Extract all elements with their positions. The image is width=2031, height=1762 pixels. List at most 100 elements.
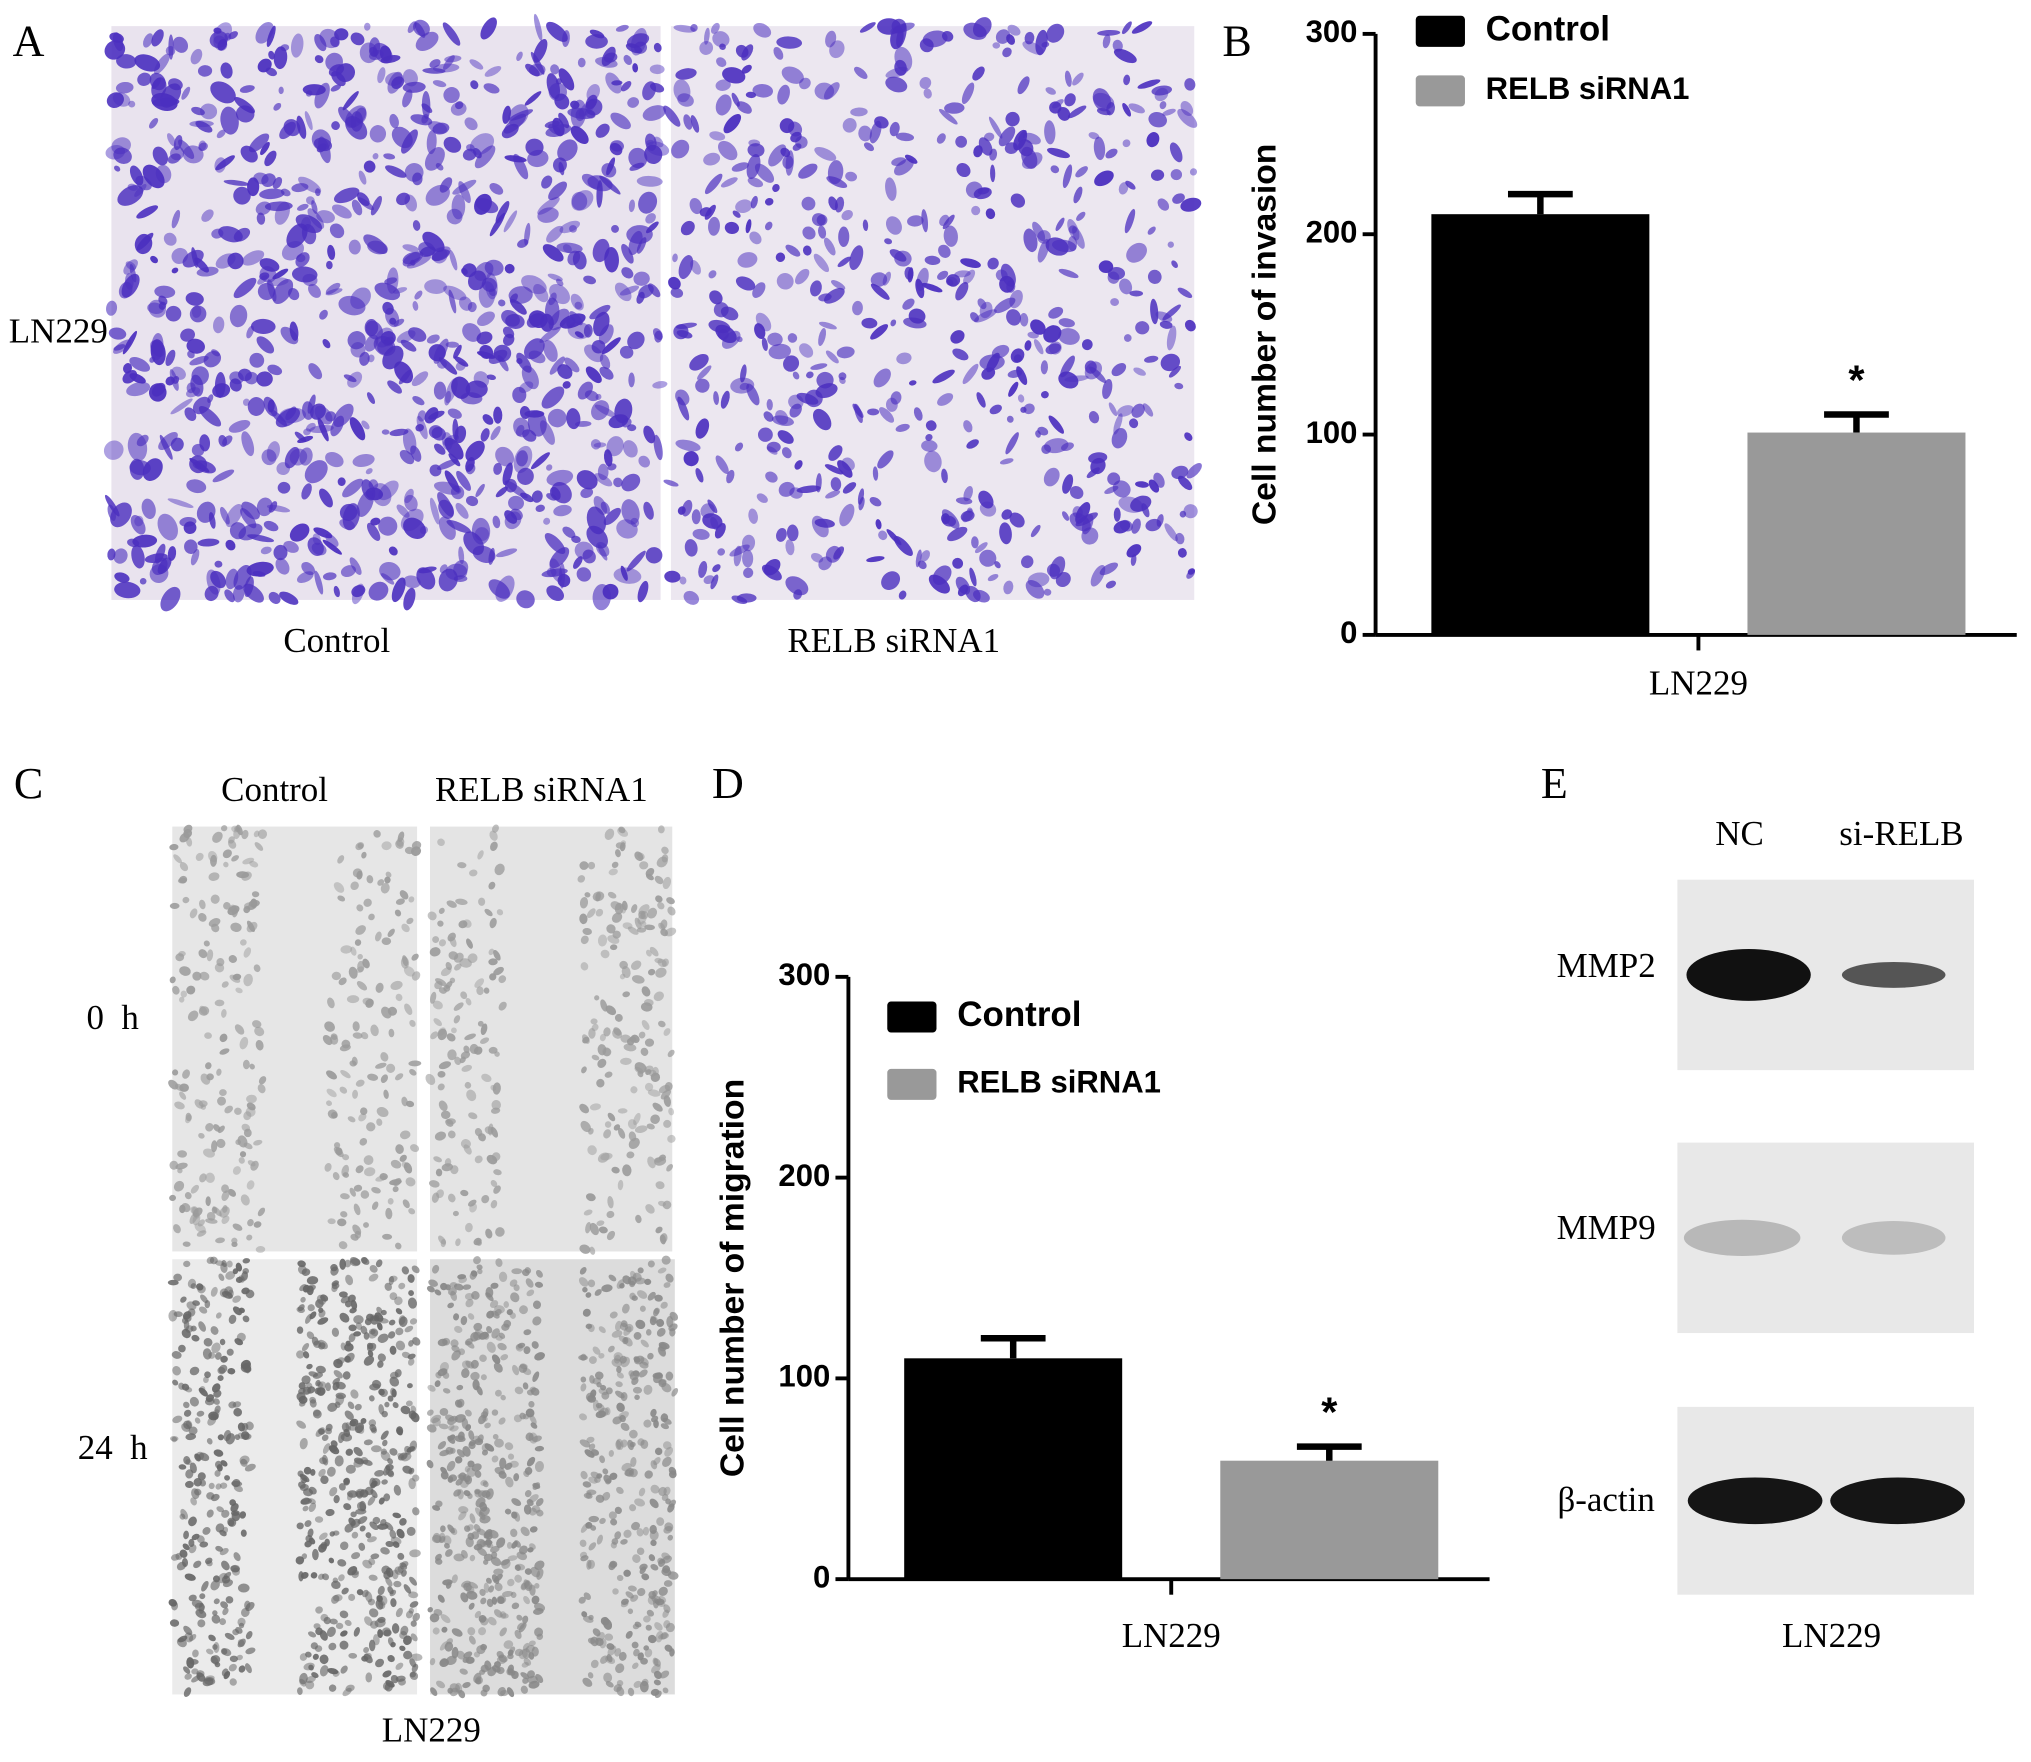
cell — [255, 1039, 264, 1051]
cell — [103, 440, 124, 460]
cell — [633, 1112, 641, 1126]
cell — [246, 325, 254, 339]
cell — [943, 225, 958, 247]
cell — [399, 890, 409, 900]
cell — [259, 272, 270, 281]
cell — [333, 187, 360, 204]
cell — [464, 1033, 476, 1041]
cell — [460, 392, 483, 405]
cell — [405, 1610, 414, 1619]
cell — [198, 912, 207, 922]
cell — [175, 1162, 188, 1170]
cell — [376, 1106, 389, 1118]
cell — [405, 1400, 413, 1407]
cell — [619, 285, 640, 296]
cell — [180, 1296, 187, 1303]
cell — [708, 319, 731, 334]
cell — [331, 1284, 338, 1293]
cell — [805, 389, 823, 408]
cell — [1023, 403, 1035, 415]
cell — [502, 326, 515, 339]
cell — [116, 54, 137, 69]
cell — [113, 147, 132, 164]
cell — [466, 1089, 477, 1102]
cell — [444, 390, 452, 406]
cell — [249, 352, 265, 368]
cell — [390, 980, 403, 991]
error-bar — [980, 1334, 1046, 1359]
y-tick-label: 0 — [813, 1559, 830, 1594]
cell — [128, 100, 136, 108]
cell — [941, 468, 948, 484]
cell — [1041, 444, 1052, 454]
significance-marker: * — [1321, 1389, 1338, 1436]
cell — [713, 302, 729, 318]
cell — [662, 1565, 671, 1574]
cell — [131, 544, 145, 569]
cell — [493, 406, 503, 424]
cell — [345, 1464, 356, 1474]
cell — [1033, 339, 1044, 355]
cell — [283, 540, 299, 553]
cell — [510, 299, 527, 315]
cell — [351, 584, 366, 598]
cell — [1064, 93, 1076, 107]
cell — [150, 255, 159, 264]
cell — [210, 81, 236, 104]
cell — [481, 1073, 492, 1082]
cell — [460, 1189, 469, 1197]
cell — [548, 292, 557, 306]
cell — [490, 426, 501, 441]
cell — [243, 1142, 253, 1150]
cell — [1047, 147, 1071, 159]
cell — [411, 841, 422, 850]
cell — [890, 26, 904, 50]
cell — [182, 1241, 191, 1247]
cell — [327, 1109, 338, 1119]
cell — [1088, 411, 1100, 424]
cell — [574, 541, 594, 560]
legend-swatch — [1415, 15, 1465, 47]
cell — [562, 244, 572, 254]
cell — [229, 371, 244, 385]
cell — [1041, 391, 1049, 399]
cell — [1040, 360, 1048, 375]
cell — [838, 372, 847, 381]
cell — [620, 1057, 632, 1065]
cell — [403, 517, 427, 539]
cell — [473, 1046, 483, 1055]
cell — [329, 223, 345, 239]
bar — [1220, 1460, 1439, 1580]
cell — [325, 288, 343, 296]
cell — [1123, 74, 1131, 86]
cell — [308, 1631, 317, 1638]
cell — [433, 1018, 443, 1027]
cell — [438, 1100, 448, 1112]
cell — [1035, 29, 1048, 56]
cell — [620, 840, 627, 846]
cell — [1017, 76, 1030, 95]
cell — [198, 140, 207, 151]
cell — [137, 72, 152, 86]
cell — [516, 358, 523, 364]
cell — [1069, 486, 1084, 500]
cell — [196, 1230, 207, 1237]
cell — [715, 79, 731, 91]
cell — [1110, 298, 1119, 306]
cell — [1183, 504, 1198, 519]
cell — [567, 321, 591, 340]
cell — [215, 155, 235, 171]
cell — [249, 860, 259, 868]
cell — [325, 451, 344, 468]
cell — [508, 286, 533, 304]
cell — [541, 175, 553, 189]
cell — [348, 1593, 356, 1601]
cell — [720, 177, 738, 188]
row-label: 24 h — [78, 1428, 148, 1467]
cell — [971, 205, 981, 216]
cell — [465, 997, 472, 1006]
cell — [404, 163, 424, 182]
cell — [766, 399, 773, 411]
cell — [966, 439, 979, 449]
cell — [410, 114, 433, 126]
